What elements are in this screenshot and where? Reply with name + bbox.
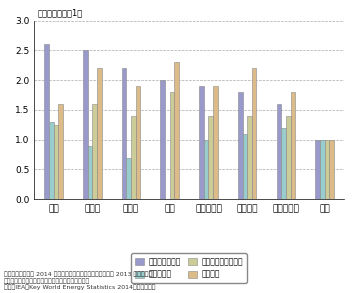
Bar bbox=[286, 116, 290, 199]
Bar bbox=[174, 62, 179, 199]
Bar bbox=[209, 116, 213, 199]
Bar bbox=[88, 146, 92, 199]
Bar bbox=[136, 86, 140, 199]
Bar bbox=[199, 86, 204, 199]
Bar bbox=[320, 140, 325, 199]
Bar bbox=[92, 104, 97, 199]
Bar bbox=[126, 158, 131, 199]
Bar bbox=[213, 86, 218, 199]
Bar bbox=[238, 92, 243, 199]
Text: （米国の価格＝1）: （米国の価格＝1） bbox=[37, 8, 83, 17]
Bar bbox=[83, 50, 88, 199]
Bar bbox=[44, 44, 49, 199]
Bar bbox=[243, 134, 247, 199]
Bar bbox=[160, 80, 165, 199]
Bar bbox=[277, 104, 281, 199]
Bar bbox=[290, 92, 295, 199]
Bar bbox=[315, 140, 320, 199]
Bar bbox=[131, 116, 136, 199]
Bar bbox=[97, 68, 102, 199]
Bar bbox=[252, 68, 256, 199]
Bar bbox=[204, 140, 209, 199]
Bar bbox=[325, 140, 329, 199]
Legend: 産業用電力価格, 産業用重油, 自動車用ディーゼル, ガソリン: 産業用電力価格, 産業用重油, 自動車用ディーゼル, ガソリン bbox=[131, 253, 247, 282]
Bar bbox=[247, 116, 252, 199]
Text: 備考：石油製品は 2014 年第１四半期か直近の価格、電力は 2013 年の数値。
　　米ドルベース。英国は産業用重油の数値なし。
資料：IEA「Key Wor: 備考：石油製品は 2014 年第１四半期か直近の価格、電力は 2013 年の数値… bbox=[4, 271, 155, 290]
Bar bbox=[49, 122, 53, 199]
Bar bbox=[58, 104, 63, 199]
Bar bbox=[122, 68, 126, 199]
Bar bbox=[329, 140, 334, 199]
Bar bbox=[170, 92, 174, 199]
Bar bbox=[53, 125, 58, 199]
Bar bbox=[281, 128, 286, 199]
